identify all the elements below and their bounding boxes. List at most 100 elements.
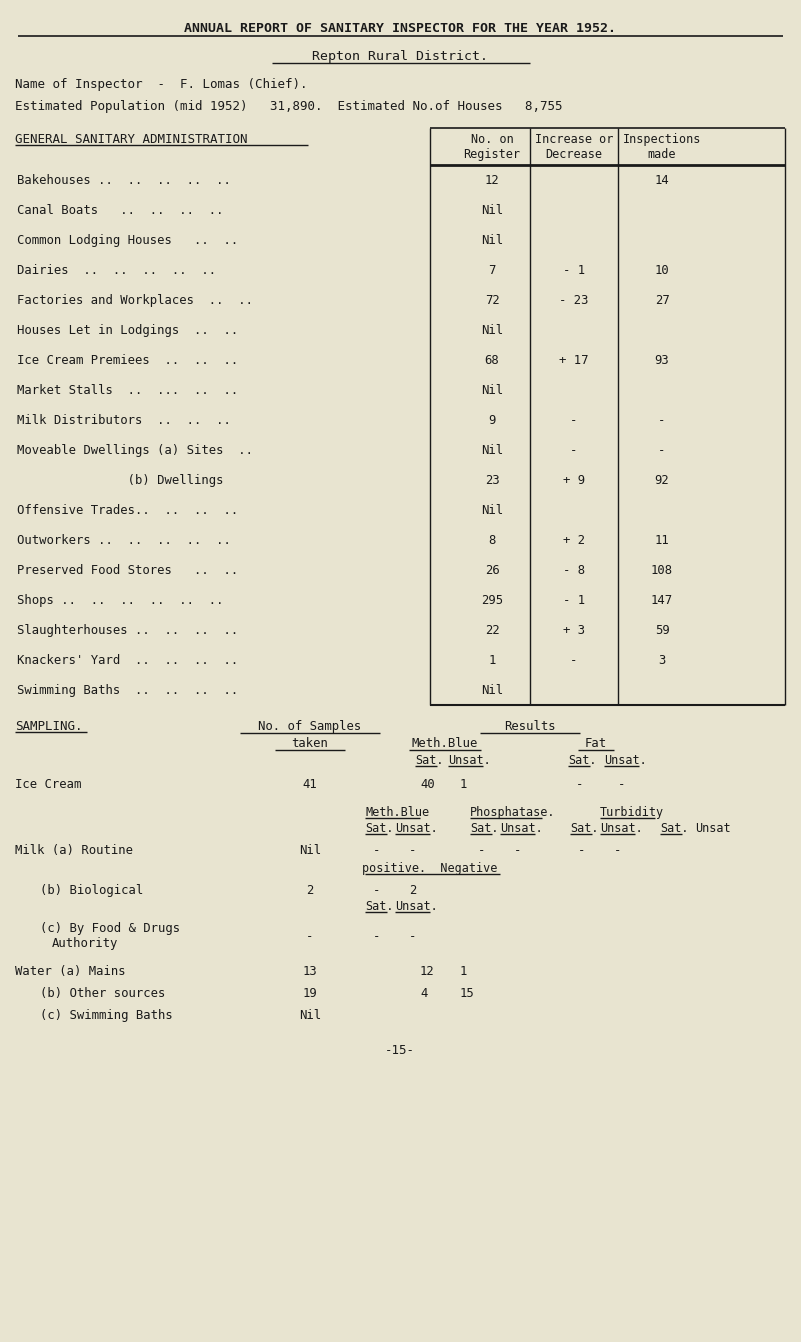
- Text: 14: 14: [654, 174, 670, 187]
- Text: 68: 68: [485, 354, 499, 366]
- Text: 9: 9: [489, 413, 496, 427]
- Text: 40: 40: [420, 778, 435, 790]
- Text: SAMPLING.: SAMPLING.: [15, 721, 83, 733]
- Text: Turbidity: Turbidity: [600, 807, 664, 819]
- Text: Increase or
Decrease: Increase or Decrease: [535, 133, 614, 161]
- Text: 27: 27: [654, 294, 670, 307]
- Text: Nil: Nil: [481, 505, 503, 517]
- Text: Repton Rural District.: Repton Rural District.: [312, 50, 488, 63]
- Text: 59: 59: [654, 624, 670, 637]
- Text: (c) By Food & Drugs: (c) By Food & Drugs: [40, 922, 180, 935]
- Text: Unsat.: Unsat.: [448, 754, 491, 768]
- Text: Nil: Nil: [299, 1009, 321, 1023]
- Text: -: -: [570, 444, 578, 458]
- Text: Nil: Nil: [481, 323, 503, 337]
- Text: Ice Cream Premiees  ..  ..  ..: Ice Cream Premiees .. .. ..: [17, 354, 238, 366]
- Text: 1: 1: [489, 654, 496, 667]
- Text: Sat.: Sat.: [470, 823, 498, 835]
- Text: Estimated Population (mid 1952)   31,890.  Estimated No.of Houses   8,755: Estimated Population (mid 1952) 31,890. …: [15, 101, 562, 113]
- Text: Market Stalls  ..  ...  ..  ..: Market Stalls .. ... .. ..: [17, 384, 238, 397]
- Text: 1: 1: [460, 778, 467, 790]
- Text: Sat.: Sat.: [570, 823, 598, 835]
- Text: Unsat.: Unsat.: [395, 900, 438, 913]
- Text: Meth.Blue: Meth.Blue: [412, 737, 478, 750]
- Text: 12: 12: [485, 174, 499, 187]
- Text: -: -: [570, 413, 578, 427]
- Text: 1: 1: [460, 965, 467, 978]
- Text: Sat.: Sat.: [365, 823, 393, 835]
- Text: 22: 22: [485, 624, 499, 637]
- Text: 108: 108: [651, 564, 673, 577]
- Text: Preserved Food Stores   ..  ..: Preserved Food Stores .. ..: [17, 564, 238, 577]
- Text: Canal Boats   ..  ..  ..  ..: Canal Boats .. .. .. ..: [17, 204, 223, 217]
- Text: Nil: Nil: [481, 204, 503, 217]
- Text: Common Lodging Houses   ..  ..: Common Lodging Houses .. ..: [17, 234, 238, 247]
- Text: Moveable Dwellings (a) Sites  ..: Moveable Dwellings (a) Sites ..: [17, 444, 253, 458]
- Text: Offensive Trades..  ..  ..  ..: Offensive Trades.. .. .. ..: [17, 505, 238, 517]
- Text: -: -: [409, 844, 417, 858]
- Text: Meth.Blue: Meth.Blue: [365, 807, 429, 819]
- Text: 4: 4: [420, 986, 428, 1000]
- Text: Slaughterhouses ..  ..  ..  ..: Slaughterhouses .. .. .. ..: [17, 624, 238, 637]
- Text: - 1: - 1: [563, 264, 585, 276]
- Text: + 2: + 2: [563, 534, 585, 548]
- Text: 295: 295: [481, 595, 503, 607]
- Text: Unsat.: Unsat.: [604, 754, 646, 768]
- Text: Unsat.: Unsat.: [600, 823, 642, 835]
- Text: (b) Other sources: (b) Other sources: [40, 986, 165, 1000]
- Text: Swimming Baths  ..  ..  ..  ..: Swimming Baths .. .. .. ..: [17, 684, 238, 696]
- Text: - 23: - 23: [559, 294, 589, 307]
- Text: Unsat.: Unsat.: [500, 823, 543, 835]
- Text: -: -: [658, 413, 666, 427]
- Text: (b) Dwellings: (b) Dwellings: [17, 474, 223, 487]
- Text: + 17: + 17: [559, 354, 589, 366]
- Text: Nil: Nil: [481, 234, 503, 247]
- Text: + 9: + 9: [563, 474, 585, 487]
- Text: Dairies  ..  ..  ..  ..  ..: Dairies .. .. .. .. ..: [17, 264, 216, 276]
- Text: GENERAL SANITARY ADMINISTRATION: GENERAL SANITARY ADMINISTRATION: [15, 133, 248, 146]
- Text: Water (a) Mains: Water (a) Mains: [15, 965, 126, 978]
- Text: -: -: [373, 884, 380, 896]
- Text: -: -: [409, 930, 417, 943]
- Text: 8: 8: [489, 534, 496, 548]
- Text: Ice Cream: Ice Cream: [15, 778, 82, 790]
- Text: Factories and Workplaces  ..  ..: Factories and Workplaces .. ..: [17, 294, 253, 307]
- Text: Nil: Nil: [481, 444, 503, 458]
- Text: -: -: [570, 654, 578, 667]
- Text: 23: 23: [485, 474, 499, 487]
- Text: 10: 10: [654, 264, 670, 276]
- Text: 11: 11: [654, 534, 670, 548]
- Text: positive.  Negative: positive. Negative: [362, 862, 497, 875]
- Text: 13: 13: [303, 965, 317, 978]
- Text: Authority: Authority: [52, 937, 119, 950]
- Text: 12: 12: [420, 965, 435, 978]
- Text: 26: 26: [485, 564, 499, 577]
- Text: No. on
Register: No. on Register: [464, 133, 521, 161]
- Text: -: -: [478, 844, 485, 858]
- Text: -: -: [578, 844, 586, 858]
- Text: Results: Results: [504, 721, 556, 733]
- Text: Outworkers ..  ..  ..  ..  ..: Outworkers .. .. .. .. ..: [17, 534, 231, 548]
- Text: Fat: Fat: [585, 737, 607, 750]
- Text: ANNUAL REPORT OF SANITARY INSPECTOR FOR THE YEAR 1952.: ANNUAL REPORT OF SANITARY INSPECTOR FOR …: [184, 21, 616, 35]
- Text: Knackers' Yard  ..  ..  ..  ..: Knackers' Yard .. .. .. ..: [17, 654, 238, 667]
- Text: Milk Distributors  ..  ..  ..: Milk Distributors .. .. ..: [17, 413, 231, 427]
- Text: 147: 147: [651, 595, 673, 607]
- Text: -: -: [373, 930, 380, 943]
- Text: 92: 92: [654, 474, 670, 487]
- Text: - 8: - 8: [563, 564, 585, 577]
- Text: No. of Samples: No. of Samples: [259, 721, 361, 733]
- Text: Houses Let in Lodgings  ..  ..: Houses Let in Lodgings .. ..: [17, 323, 238, 337]
- Text: (b) Biological: (b) Biological: [40, 884, 143, 896]
- Text: -15-: -15-: [385, 1044, 415, 1057]
- Text: -: -: [373, 844, 380, 858]
- Text: Name of Inspector  -  F. Lomas (Chief).: Name of Inspector - F. Lomas (Chief).: [15, 78, 308, 91]
- Text: Shops ..  ..  ..  ..  ..  ..: Shops .. .. .. .. .. ..: [17, 595, 223, 607]
- Text: Sat.: Sat.: [365, 900, 393, 913]
- Text: Phosphatase.: Phosphatase.: [470, 807, 556, 819]
- Text: Unsat.: Unsat.: [395, 823, 438, 835]
- Text: 2: 2: [306, 884, 314, 896]
- Text: -: -: [576, 778, 583, 790]
- Text: 3: 3: [658, 654, 666, 667]
- Text: Inspections
made: Inspections made: [623, 133, 701, 161]
